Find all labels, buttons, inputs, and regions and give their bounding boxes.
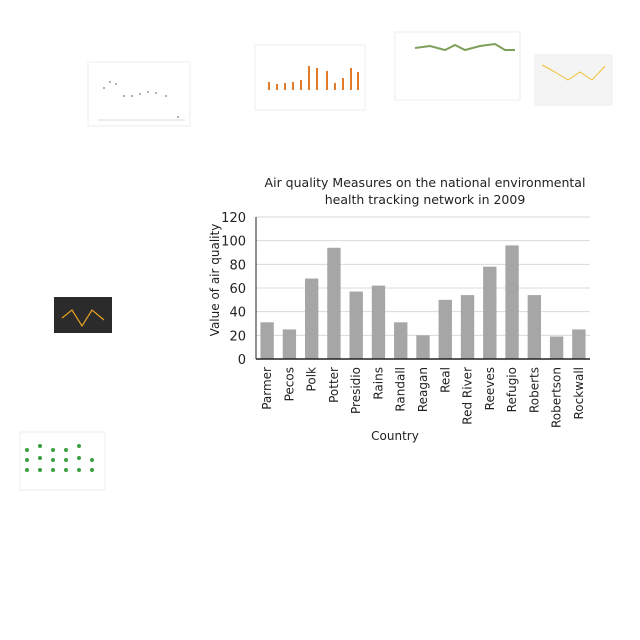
y-tick-label: 0: [238, 353, 246, 368]
thumbnail-line: [394, 31, 521, 101]
thumbnail-bar: [254, 44, 366, 111]
x-tick-label: Presidio: [349, 367, 363, 414]
x-tick-label: Refugio: [505, 367, 519, 412]
x-tick-label: Real: [438, 367, 452, 393]
y-tick-label: 20: [229, 329, 246, 344]
x-tick-label: Randall: [394, 367, 408, 412]
bar: [260, 322, 274, 359]
thumbnail-dots: [19, 431, 106, 491]
x-tick-label: Red River: [461, 367, 475, 425]
bar: [505, 245, 519, 359]
y-tick-label: 100: [221, 235, 246, 250]
y-axis-label: Value of air quality: [208, 224, 222, 337]
bar: [371, 285, 386, 359]
x-tick-label: Parmer: [260, 367, 274, 410]
bar: [349, 291, 363, 359]
bar: [483, 266, 497, 359]
y-tick-label: 40: [229, 306, 246, 321]
thumbnail-area: [534, 54, 613, 106]
x-tick-label: Polk: [305, 367, 319, 391]
chart-title: Air quality Measures on the national env…: [264, 175, 586, 207]
x-tick-label: Pecos: [282, 367, 296, 401]
thumbnail-scatter: [87, 61, 191, 127]
x-tick-label: Reeves: [483, 367, 497, 410]
x-tick-label: Robertson: [550, 367, 564, 428]
x-tick-label: Roberts: [527, 367, 541, 413]
x-tick-label: Reagan: [416, 367, 430, 412]
bar: [527, 295, 542, 359]
bar: [438, 299, 452, 359]
y-tick-label: 80: [229, 258, 246, 273]
bar: [572, 329, 586, 359]
x-tick-label: Rains: [371, 367, 385, 400]
bar: [549, 336, 564, 359]
x-axis-label: Country: [371, 429, 419, 443]
bar: [416, 335, 430, 359]
bar: [460, 295, 475, 359]
x-tick-label: Rockwall: [572, 367, 586, 420]
bar: [304, 278, 319, 359]
x-tick-label: Potter: [327, 367, 341, 403]
y-tick-label: 60: [229, 282, 246, 297]
thumbnail-dark: [54, 297, 112, 333]
bar: [394, 322, 408, 359]
y-tick-label: 120: [221, 211, 246, 226]
bar: [282, 329, 297, 359]
bar: [327, 247, 341, 359]
